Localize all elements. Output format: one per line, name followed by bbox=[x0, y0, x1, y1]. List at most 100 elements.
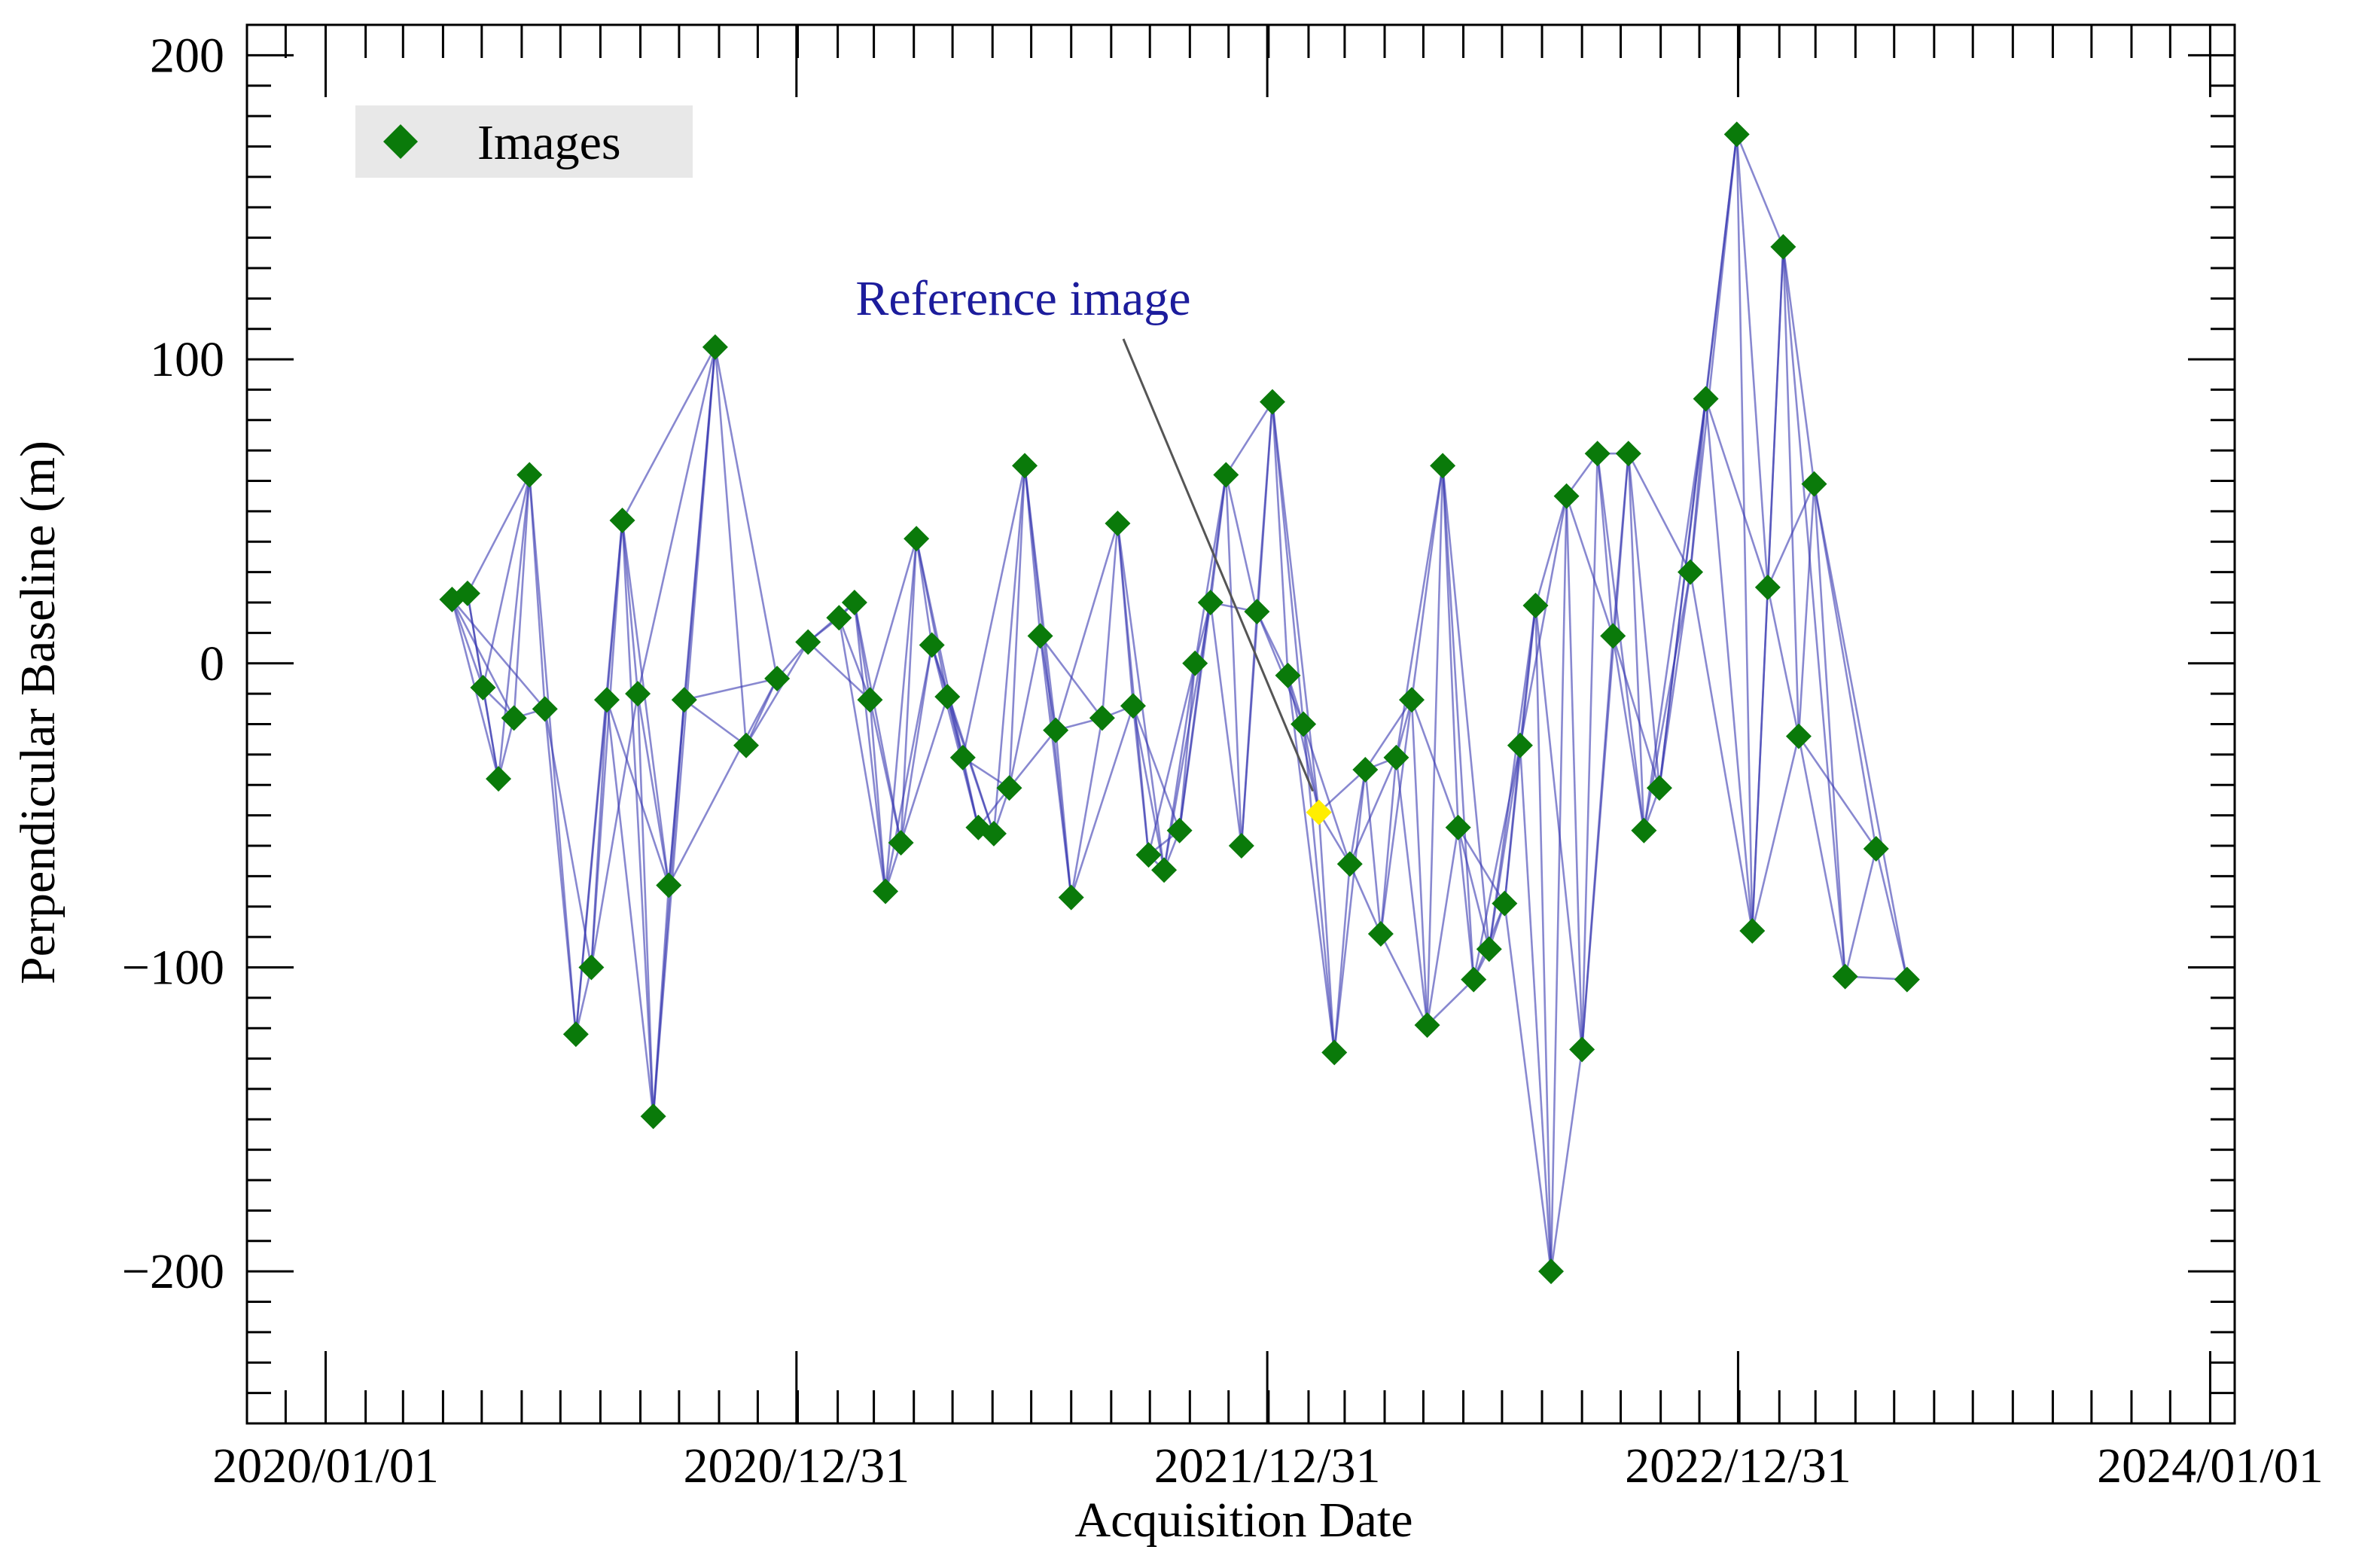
connection-line bbox=[1519, 496, 1568, 746]
connection-line bbox=[1550, 496, 1568, 1272]
connection-line bbox=[590, 520, 623, 968]
connection-line bbox=[1596, 453, 1645, 831]
legend: Images bbox=[355, 105, 693, 178]
image-marker bbox=[1228, 832, 1254, 859]
connection-line bbox=[683, 346, 717, 700]
y-axis-title: Perpendicular Baseline (m) bbox=[11, 441, 66, 984]
connection-line bbox=[1534, 605, 1583, 1050]
image-marker bbox=[1367, 921, 1394, 947]
image-marker bbox=[702, 334, 728, 360]
connection-line bbox=[1271, 401, 1289, 676]
major-ticks bbox=[247, 25, 2235, 1423]
image-marker bbox=[532, 696, 558, 722]
connection-line bbox=[1813, 484, 1878, 850]
connection-line bbox=[1178, 663, 1196, 831]
image-marker bbox=[486, 766, 512, 792]
connection-line bbox=[1117, 523, 1166, 871]
connection-line bbox=[1627, 453, 1661, 789]
connection-line bbox=[1209, 602, 1243, 847]
connection-line bbox=[1287, 675, 1336, 1053]
connection-line bbox=[1070, 718, 1104, 898]
image-marker bbox=[1678, 559, 1704, 585]
image-marker bbox=[1492, 890, 1518, 917]
image-marker bbox=[1259, 389, 1285, 415]
connection-line bbox=[451, 599, 484, 688]
connection-line bbox=[1271, 401, 1320, 813]
connection-line bbox=[900, 538, 918, 843]
connection-line bbox=[1379, 700, 1413, 935]
connection-line bbox=[1225, 401, 1274, 476]
connection-line bbox=[574, 967, 593, 1035]
y-tick-labels: 200 100 0 −100 −200 bbox=[122, 28, 224, 1299]
image-marker bbox=[1600, 623, 1626, 649]
image-marker bbox=[857, 687, 883, 713]
image-marker bbox=[1723, 121, 1750, 148]
connection-line bbox=[1612, 636, 1661, 789]
connection-line bbox=[1008, 636, 1041, 789]
connection-line bbox=[1256, 611, 1305, 725]
image-marker bbox=[919, 632, 945, 658]
image-marker bbox=[996, 775, 1022, 801]
connection-line bbox=[1132, 706, 1166, 871]
image-marker bbox=[1801, 471, 1827, 497]
y-tick-label: 200 bbox=[150, 28, 224, 83]
image-marker bbox=[1754, 574, 1781, 600]
reference-annotation: Reference image bbox=[855, 271, 1315, 792]
connection-line bbox=[869, 700, 887, 892]
image-marker bbox=[1430, 453, 1456, 479]
connection-line bbox=[1132, 706, 1150, 856]
connection-line bbox=[1193, 474, 1227, 664]
connection-line bbox=[621, 520, 654, 1117]
connection-line bbox=[1101, 523, 1119, 718]
image-marker bbox=[1739, 918, 1766, 944]
connection-line bbox=[1039, 636, 1073, 898]
connection-line bbox=[513, 474, 531, 718]
image-marker bbox=[1646, 775, 1672, 801]
connection-line bbox=[807, 641, 871, 701]
connection-line bbox=[1441, 465, 1459, 828]
connection-line bbox=[1441, 465, 1491, 950]
connection-line bbox=[466, 474, 531, 594]
connection-line bbox=[1379, 933, 1428, 1026]
connection-line bbox=[1596, 453, 1614, 636]
connection-line bbox=[1519, 605, 1537, 746]
image-marker bbox=[1832, 963, 1858, 990]
x-axis-title: Acquisition Date bbox=[1074, 1493, 1412, 1548]
image-marker bbox=[1291, 711, 1317, 737]
connection-line bbox=[1580, 453, 1598, 1050]
connection-line bbox=[1318, 769, 1367, 813]
connection-line bbox=[1224, 474, 1243, 847]
connection-line bbox=[1318, 812, 1336, 1053]
connection-line bbox=[1256, 401, 1274, 612]
connection-line bbox=[1643, 398, 1707, 831]
image-marker bbox=[949, 744, 976, 770]
connection-line bbox=[869, 538, 918, 700]
image-marker bbox=[1507, 732, 1533, 758]
connection-line bbox=[1565, 496, 1583, 1050]
connection-line bbox=[884, 645, 933, 892]
image-marker bbox=[1275, 662, 1301, 688]
connection-line bbox=[853, 602, 887, 892]
image-marker bbox=[764, 665, 791, 691]
image-marker bbox=[873, 878, 899, 904]
image-marker bbox=[1089, 705, 1115, 731]
connection-line bbox=[1225, 474, 1258, 612]
image-marker bbox=[470, 675, 496, 701]
connection-line bbox=[1302, 724, 1320, 813]
connection-line bbox=[884, 538, 918, 892]
legend-diamond-icon bbox=[383, 124, 418, 159]
connection-line bbox=[1766, 587, 1800, 737]
connection-line bbox=[1379, 757, 1397, 935]
image-marker bbox=[904, 526, 930, 552]
connection-line bbox=[869, 699, 902, 843]
y-tick-label: 0 bbox=[200, 636, 224, 691]
connection-line bbox=[838, 617, 871, 700]
x-tick-label: 2020/01/01 bbox=[212, 1438, 439, 1493]
image-marker bbox=[1027, 623, 1053, 649]
connection-line bbox=[605, 700, 654, 1117]
connection-line bbox=[900, 696, 949, 843]
connection-line bbox=[1147, 663, 1196, 856]
connection-line bbox=[1813, 484, 1846, 977]
image-marker bbox=[1461, 966, 1487, 993]
connection-line bbox=[1844, 848, 1878, 977]
